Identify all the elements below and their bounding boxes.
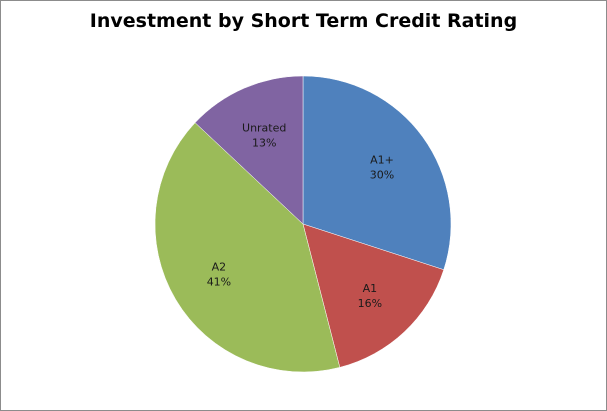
- slice-label-percent: 41%: [207, 276, 231, 289]
- pie-slice-a1: [302, 223, 445, 368]
- pie-slices: [154, 75, 452, 373]
- pie-slice-unrated: [194, 75, 304, 225]
- slice-label-name: A1+: [370, 154, 394, 167]
- pie-slice-a2: [154, 122, 341, 373]
- slice-label-name: A2: [212, 261, 227, 274]
- pie-labels: A1+ 30% A1 16% A2 41% Unrated 13%: [207, 121, 395, 310]
- slice-label-percent: 16%: [358, 297, 382, 310]
- pie-slice-a1-: [302, 75, 452, 271]
- chart-title: Investment by Short Term Credit Rating: [89, 10, 518, 32]
- slice-label-name: A1: [363, 282, 378, 295]
- slice-label-percent: 13%: [252, 136, 276, 149]
- slice-label-name: Unrated: [242, 121, 286, 134]
- slice-label-percent: 30%: [370, 169, 394, 182]
